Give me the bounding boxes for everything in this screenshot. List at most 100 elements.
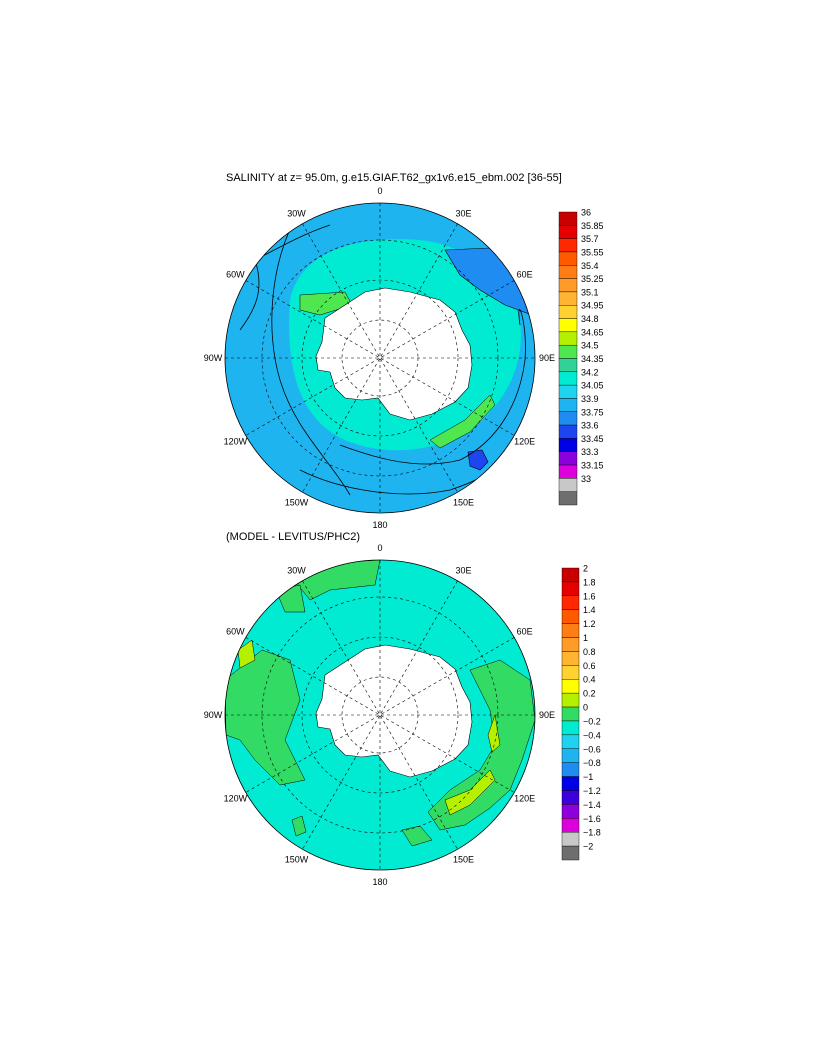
- colorbar-tick-label: 1: [583, 633, 588, 643]
- colorbar-tick-label: −0.6: [583, 744, 601, 754]
- longitude-label: 120E: [514, 794, 535, 804]
- longitude-label: 180: [372, 877, 387, 887]
- colorbar-swatch: [561, 637, 580, 652]
- colorbar-swatch: [561, 790, 580, 805]
- colorbar-swatch: [561, 762, 580, 777]
- longitude-label: 60W: [226, 627, 245, 637]
- top-colorbar: 36 35.85 35.7 35.55 35.4 35.25 35.1 34.95 34.8 34…: [558, 208, 604, 506]
- longitude-label: 90W: [204, 353, 223, 363]
- top-polar-map: 0 30E 60E 90E 120E 150E 180 150W 120W 90W 60W 30W: [204, 186, 555, 530]
- bottom-graticule: [225, 560, 535, 870]
- colorbar-tick-label: 35.25: [581, 274, 604, 284]
- colorbar-swatch: [558, 384, 578, 399]
- longitude-label: 90W: [204, 710, 223, 720]
- colorbar-swatch: [561, 706, 580, 722]
- longitude-label: 60E: [517, 270, 533, 280]
- colorbar-tick-label: −2: [583, 842, 593, 852]
- colorbar-tick-label: 33.75: [581, 407, 604, 417]
- colorbar-tick-label: 33: [581, 474, 591, 484]
- colorbar-tick-label: −1.2: [583, 786, 601, 796]
- colorbar-swatch: [558, 238, 578, 253]
- colorbar-tick-label: −1.8: [583, 828, 601, 838]
- top-contour-line: [339, 309, 526, 465]
- colorbar-tick-label: 33.3: [581, 447, 599, 457]
- colorbar-swatch: [558, 478, 578, 492]
- longitude-label: 150W: [285, 498, 309, 508]
- colorbar-swatch: [561, 720, 580, 736]
- colorbar-swatch: [561, 665, 580, 680]
- colorbar-swatch: [561, 845, 580, 861]
- top-green-patch-2: [429, 394, 496, 449]
- colorbar-swatch: [561, 595, 580, 610]
- longitude-label: 120W: [224, 437, 248, 447]
- colorbar-tick-label: 33.15: [581, 461, 604, 471]
- colorbar-swatch: [561, 804, 580, 819]
- colorbar-swatch: [558, 211, 578, 226]
- longitude-label: 30E: [455, 565, 471, 575]
- colorbar-tick-label: 1.6: [583, 591, 596, 601]
- colorbar-swatch: [561, 567, 580, 583]
- longitude-label: 180: [372, 520, 387, 530]
- colorbar-swatch: [558, 398, 578, 412]
- colorbar-swatch: [558, 251, 578, 266]
- colorbar-tick-label: 34.8: [581, 314, 599, 324]
- colorbar-tick-label: 34.2: [581, 367, 599, 377]
- top-green-patch-1: [299, 291, 353, 316]
- colorbar-swatch: [558, 411, 578, 426]
- bottom-map-border: [224, 559, 536, 871]
- longitude-label: 0: [377, 186, 382, 196]
- colorbar-swatch: [561, 734, 580, 749]
- colorbar-tick-label: 36: [581, 208, 591, 218]
- bottom-green-region-se: [401, 825, 433, 847]
- colorbar-swatch: [561, 623, 580, 638]
- colorbar-swatch: [561, 609, 580, 624]
- colorbar-swatch: [558, 291, 578, 306]
- top-map-border: [224, 202, 536, 514]
- colorbar-swatch: [558, 371, 578, 386]
- bottom-polar-map: 0 30E 60E 90E 120E 150E 180 150W 120W 90W 60W 30W: [204, 543, 555, 887]
- colorbar-tick-label: 35.55: [581, 247, 604, 257]
- bottom-longitude-labels: 0 30E 60E 90E 120E 150E 180 150W 120W 90W 60W 30W: [204, 543, 555, 887]
- colorbar-swatch: [558, 491, 578, 506]
- colorbar-tick-label: −0.2: [583, 716, 601, 726]
- colorbar-tick-label: 35.1: [581, 287, 599, 297]
- colorbar-swatch: [561, 692, 580, 708]
- colorbar-swatch: [561, 776, 580, 791]
- longitude-label: 60E: [517, 627, 533, 637]
- colorbar-tick-label: 35.7: [581, 234, 599, 244]
- colorbar-swatch: [558, 424, 578, 439]
- colorbar-tick-label: −1: [583, 772, 593, 782]
- bottom-colorbar: 2 1.8 1.6 1.4 1.2 1 0.8 0.6 0.4 0.2 0 −0.2 −0.4 −0.6 −…: [561, 564, 601, 861]
- top-graticule: [225, 203, 535, 513]
- colorbar-tick-label: 33.9: [581, 394, 599, 404]
- longitude-label: 90E: [539, 710, 555, 720]
- colorbar-tick-label: 35.85: [581, 221, 604, 231]
- top-blue-patch-s: [467, 449, 489, 471]
- bottom-light-green-patch: [444, 769, 496, 816]
- colorbar-swatch: [558, 438, 578, 452]
- top-contour-line: [271, 209, 351, 496]
- longitude-label: 0: [377, 543, 382, 553]
- longitude-label: 30W: [287, 208, 306, 218]
- longitude-label: 120W: [224, 794, 248, 804]
- colorbar-tick-label: 0: [583, 703, 588, 713]
- colorbar-tick-label: 0.8: [583, 647, 596, 657]
- colorbar-tick-label: 0.4: [583, 675, 596, 685]
- colorbar-swatch: [558, 344, 578, 359]
- colorbar-tick-label: 33.6: [581, 421, 599, 431]
- colorbar-tick-label: 1.4: [583, 605, 596, 615]
- colorbar-tick-label: 34.5: [581, 341, 599, 351]
- colorbar-swatch: [558, 331, 578, 346]
- colorbar-tick-label: −1.6: [583, 814, 601, 824]
- colorbar-tick-label: 1.2: [583, 619, 596, 629]
- longitude-label: 150W: [285, 855, 309, 865]
- colorbar-tick-label: 2: [583, 564, 588, 574]
- colorbar-swatch: [558, 225, 578, 239]
- colorbar-tick-label: 0.2: [583, 689, 596, 699]
- longitude-label: 30W: [287, 565, 306, 575]
- longitude-label: 150E: [453, 498, 474, 508]
- colorbar-tick-label: −1.4: [583, 800, 601, 810]
- colorbar-swatch: [561, 679, 580, 694]
- colorbar-tick-label: 34.95: [581, 301, 604, 311]
